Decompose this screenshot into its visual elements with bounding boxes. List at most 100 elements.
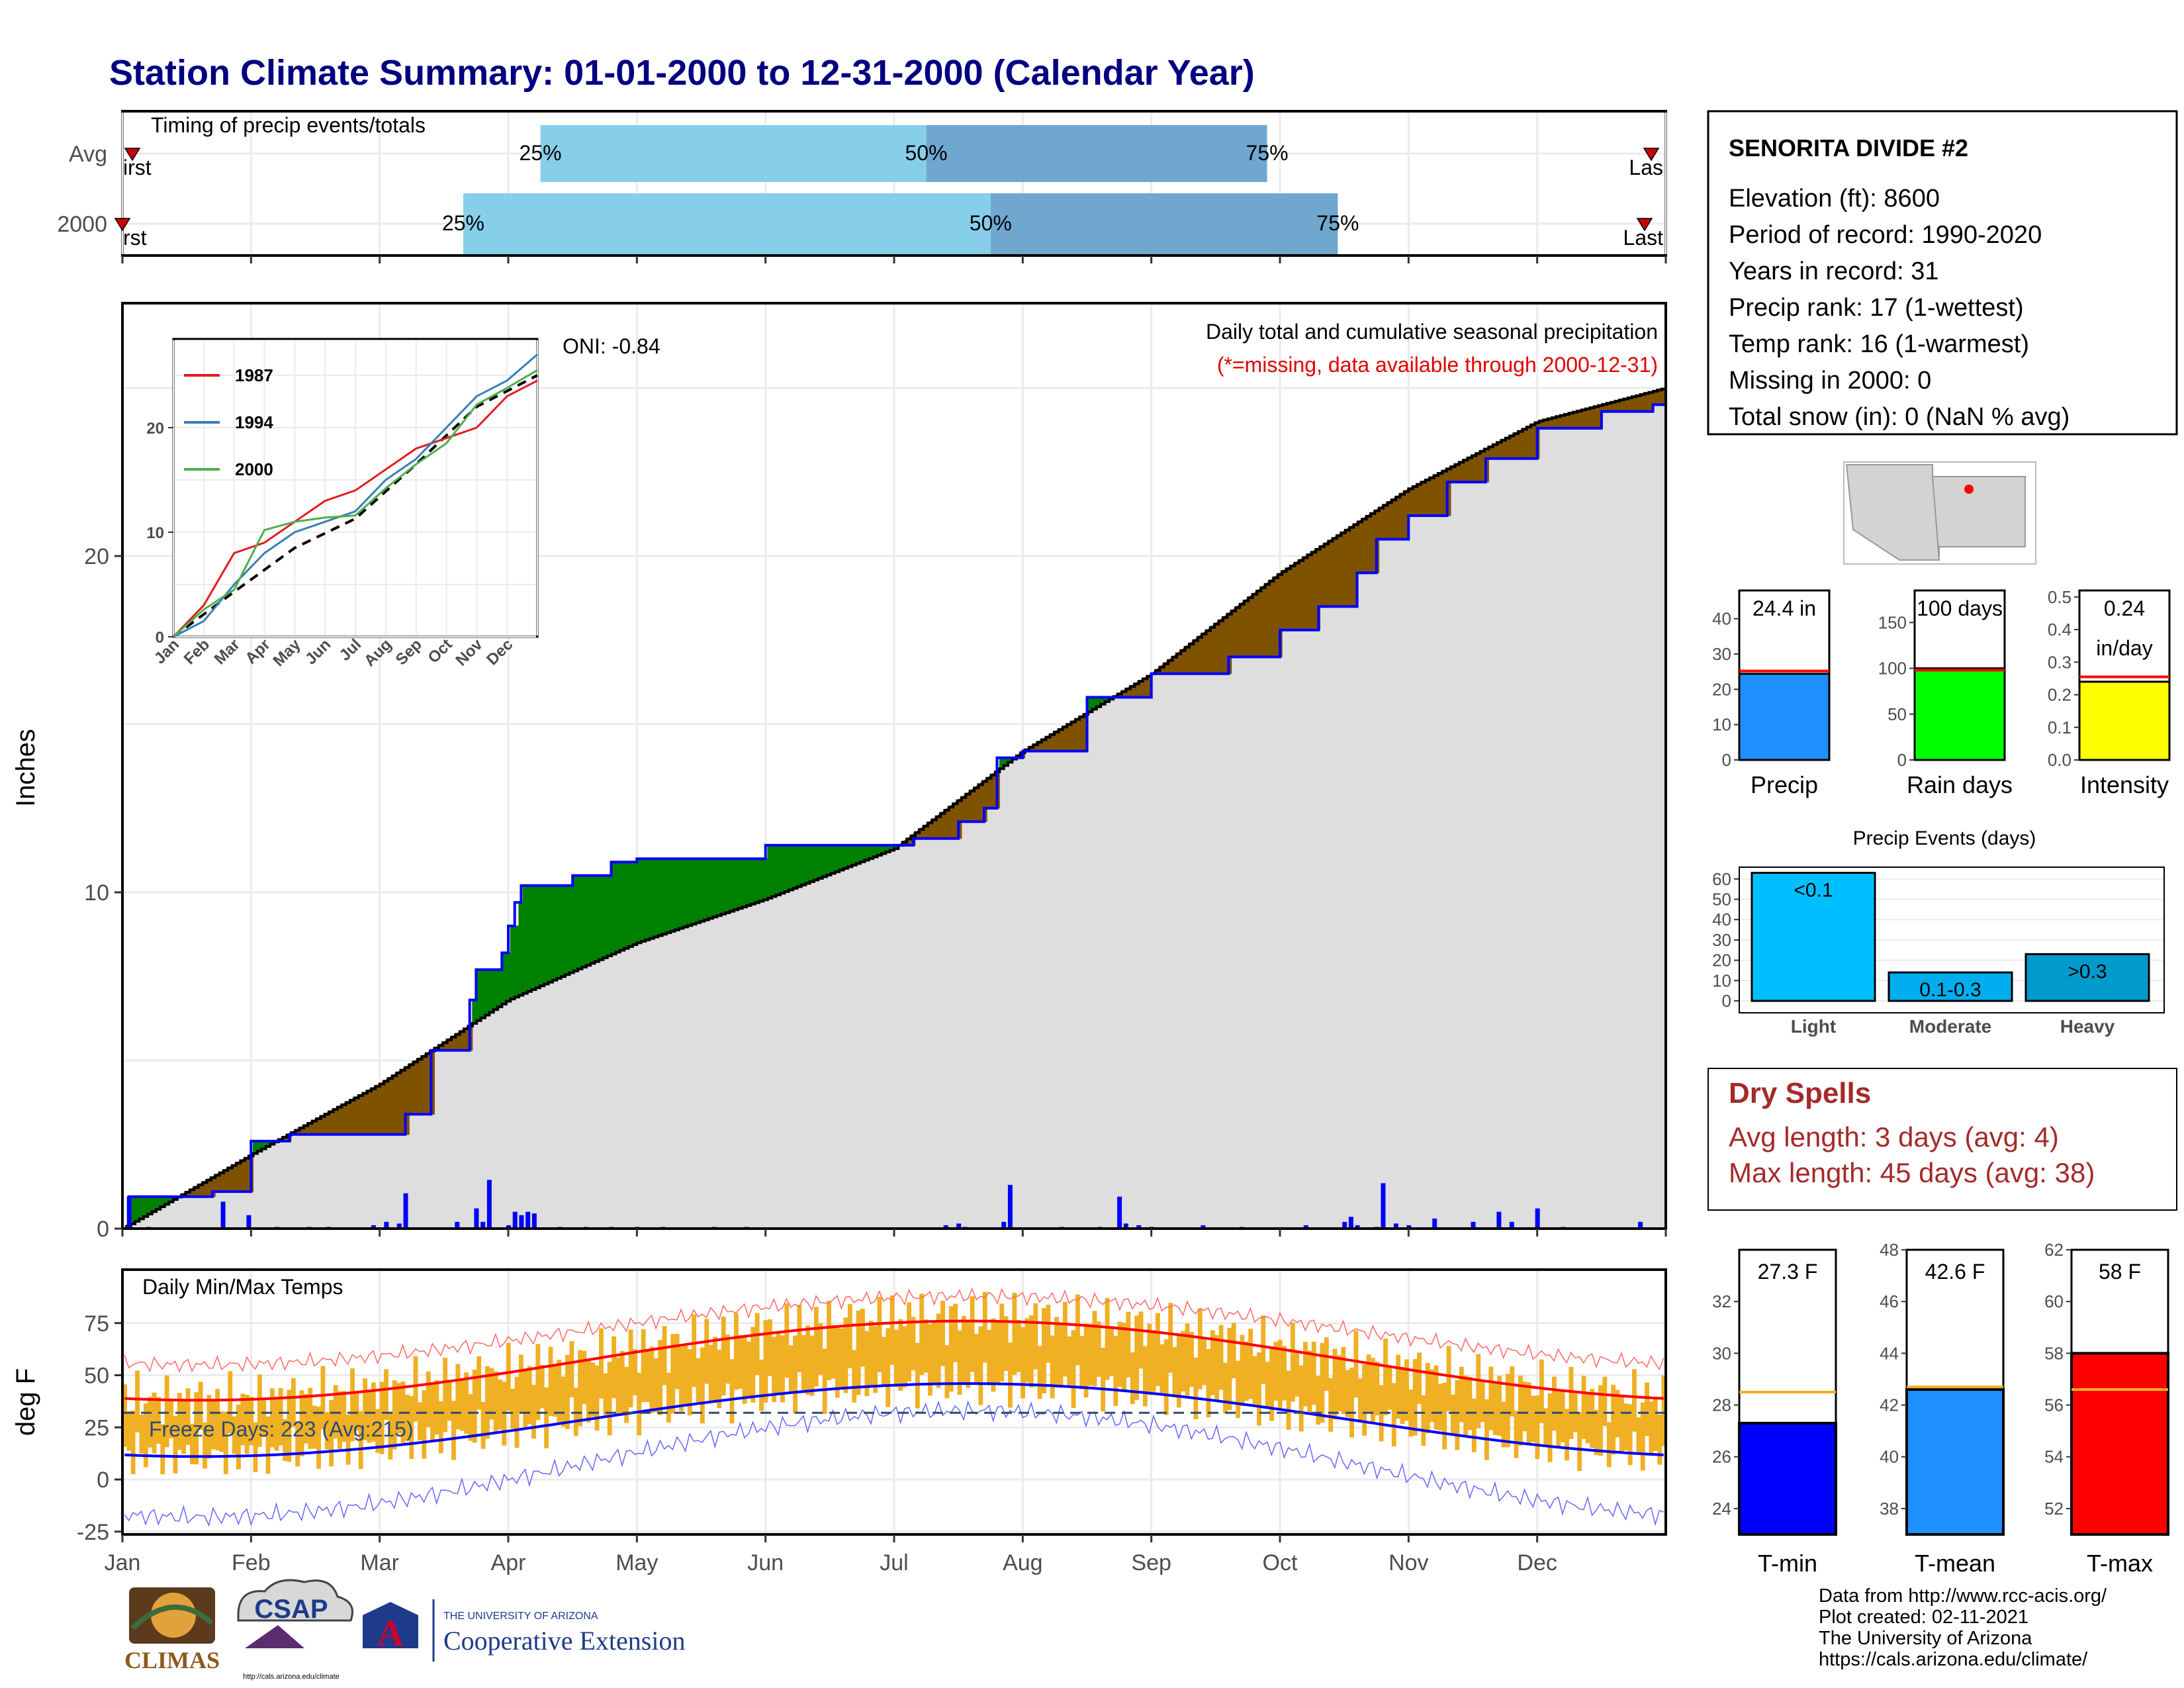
timing-p75-label: 75%	[1316, 211, 1359, 235]
credit-line: Plot created: 02-11-2021	[1819, 1607, 2028, 1628]
daily-precip-bar	[455, 1221, 460, 1229]
mini-bar-label: Precip	[1751, 771, 1818, 798]
daily-temp-range-bar	[299, 1390, 304, 1456]
daily-temp-range-bar	[1067, 1336, 1072, 1386]
precip-anomaly-segment	[362, 1090, 368, 1135]
daily-temp-range-bar	[928, 1324, 933, 1396]
precip-anomaly-segment	[628, 861, 633, 947]
daily-temp-range-bar	[152, 1392, 157, 1454]
daily-temp-range-bar	[932, 1320, 937, 1383]
daily-temp-range-bar	[1547, 1393, 1553, 1462]
daily-temp-range-bar	[780, 1335, 785, 1403]
daily-temp-range-bar	[957, 1330, 962, 1395]
daily-temp-range-bar	[1277, 1340, 1283, 1409]
precip-anomaly-segment	[792, 845, 797, 889]
daily-temp-range-bar	[1543, 1408, 1549, 1446]
temp-bar-tick-label: 30	[1712, 1343, 1731, 1363]
daily-temp-range-bar	[696, 1358, 701, 1403]
precip-anomaly-segment	[1244, 596, 1249, 657]
daily-temp-range-bar	[1223, 1362, 1228, 1413]
precip-anomaly-segment	[577, 875, 582, 970]
daily-temp-range-bar	[1371, 1358, 1375, 1423]
inset-ytick-label: 10	[146, 524, 164, 542]
daily-temp-range-bar	[375, 1409, 381, 1453]
temp-bar-label: T-mean	[1915, 1550, 1995, 1577]
inset-series-1987-line	[172, 379, 538, 638]
temp-bar-tick-label: 48	[1880, 1240, 1899, 1260]
precip-anomaly-segment	[1370, 510, 1375, 573]
precip-anomaly-segment	[379, 1080, 385, 1135]
daily-temp-range-bar	[561, 1376, 566, 1427]
temp-bar-tick-label: 46	[1880, 1291, 1899, 1311]
daily-temp-range-bar	[645, 1349, 650, 1403]
daily-temp-range-bar	[1640, 1402, 1645, 1471]
precip-anomaly-segment	[480, 969, 486, 1019]
precip-anomaly-segment	[729, 858, 735, 912]
daily-temp-range-bar	[995, 1322, 1000, 1384]
daily-temp-range-bar	[624, 1366, 629, 1423]
daily-temp-range-bar	[1160, 1344, 1165, 1393]
station-info: SENORITA DIVIDE #2 Elevation (ft): 8600 …	[1707, 110, 2178, 436]
daily-temp-range-bar	[1252, 1356, 1257, 1405]
daily-precip-bar	[220, 1201, 226, 1229]
temp-bar-tick-label: 40	[1880, 1447, 1899, 1467]
month-label: Jan	[105, 1550, 141, 1575]
timing-p25-label: 25%	[520, 141, 562, 165]
timing-p75-label: 75%	[1246, 141, 1289, 165]
daily-precip-bar	[1535, 1208, 1540, 1229]
temp-bar-tick-label: 54	[2044, 1447, 2064, 1467]
csap-mountain	[245, 1625, 304, 1648]
temp-bar-tick-label: 44	[1880, 1343, 1899, 1363]
daily-precip-bar	[531, 1213, 537, 1229]
daily-temp-range-bar	[1071, 1330, 1076, 1408]
precip-anomaly-segment	[1290, 562, 1295, 631]
state-border	[1932, 476, 1940, 561]
daily-temp-range-bar	[1257, 1352, 1261, 1426]
timing-panel: 25% 50% 75% irst Las 25% 50% 75% rst Last Timing …	[57, 110, 1667, 257]
daily-temp-range-bar	[1113, 1335, 1118, 1406]
daily-temp-range-bar	[283, 1419, 287, 1461]
temp-bar-tick-label: 42	[1880, 1395, 1899, 1415]
daily-temp-range-bar	[261, 1398, 267, 1437]
daily-temp-range-bar	[1214, 1335, 1220, 1401]
precip-anomaly-segment	[1311, 549, 1316, 631]
precip-anomaly-segment	[619, 861, 625, 951]
daily-temp-range-bar	[1105, 1297, 1110, 1380]
precip-anomaly-segment	[561, 885, 566, 977]
daily-temp-range-bar	[426, 1371, 431, 1427]
daily-temp-range-bar	[679, 1346, 684, 1411]
daily-temp-range-bar	[194, 1392, 199, 1465]
month-label: Dec	[1517, 1550, 1557, 1575]
daily-temp-range-bar	[633, 1349, 637, 1395]
daily-temp-range-bar	[936, 1313, 941, 1388]
precip-anomaly-segment	[552, 885, 557, 981]
daily-precip-bar	[1355, 1225, 1360, 1229]
daily-temp-range-bar	[1240, 1335, 1245, 1407]
month-label: Oct	[1263, 1550, 1298, 1575]
daily-temp-range-bar	[1016, 1319, 1021, 1372]
precip-anomaly-segment	[615, 861, 621, 953]
temp-ylabel: deg F	[11, 1368, 40, 1436]
daily-temp-range-bar	[1615, 1389, 1620, 1438]
daily-temp-range-bar	[767, 1319, 772, 1376]
daily-temp-range-bar	[1189, 1332, 1194, 1387]
daily-temp-range-bar	[809, 1335, 815, 1396]
daily-temp-range-bar	[434, 1380, 439, 1434]
daily-temp-range-bar	[717, 1350, 722, 1409]
daily-precip-bar	[506, 1225, 511, 1229]
daily-temp-range-bar	[582, 1350, 587, 1405]
daily-temp-range-bar	[1375, 1362, 1380, 1416]
credit-line: https://cals.arizona.edu/climate/	[1819, 1649, 2088, 1670]
events-tick-label: 50	[1712, 890, 1731, 910]
daily-temp-range-bar	[1282, 1346, 1287, 1401]
daily-precip-bar	[1303, 1225, 1308, 1229]
timing-label: Timing of precip events/totals	[151, 113, 426, 137]
precip-anomaly-segment	[653, 858, 659, 938]
temp-bar-tick-label: 52	[2044, 1499, 2064, 1519]
precip-anomaly-segment	[421, 1053, 427, 1115]
ua-logo: A THE UNIVERSITY OF ARIZONA Cooperative …	[363, 1599, 685, 1662]
precip-anomaly-segment	[497, 969, 502, 1008]
daily-temp-range-bar	[641, 1329, 646, 1403]
timing-q1-bar	[540, 125, 927, 182]
precip-anomaly-segment	[662, 858, 667, 935]
